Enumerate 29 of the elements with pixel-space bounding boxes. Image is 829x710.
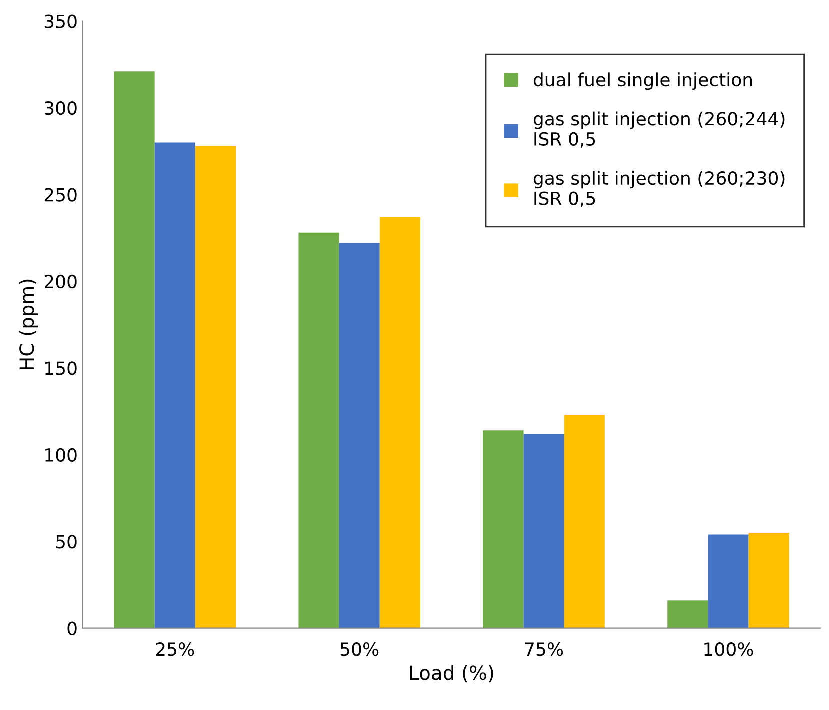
y-axis-title: HC (ppm) [19, 280, 38, 370]
y-tick-label: 200 [44, 274, 77, 289]
legend-label: gas split injection (260;244) ISR 0,5 [534, 112, 785, 148]
y-tick-label: 150 [46, 362, 77, 376]
bar [668, 600, 708, 628]
y-tick-label: 100 [46, 448, 77, 462]
bar [748, 532, 790, 628]
bar [564, 415, 605, 628]
bar [114, 72, 155, 628]
x-tick-label: 25% [156, 642, 194, 656]
y-tick-label: 0 [68, 622, 77, 636]
x-tick-label: 75% [525, 642, 564, 656]
y-tick-label: 250 [44, 188, 77, 202]
bar [483, 430, 524, 628]
x-tick-label: 100% [704, 642, 754, 656]
bar [380, 217, 420, 628]
bar [524, 434, 564, 628]
y-tick-label: 350 [44, 14, 77, 28]
bar [195, 146, 236, 628]
bar [154, 142, 196, 628]
bar [339, 243, 380, 628]
legend-label: dual fuel single injection [534, 72, 752, 90]
x-axis-title: Load (%) [410, 665, 494, 683]
bar [298, 232, 340, 628]
legend-label: gas split injection (260;230) ISR 0,5 [534, 171, 785, 208]
y-tick-label: 50 [56, 535, 77, 549]
y-tick-label: 300 [44, 101, 77, 116]
x-tick-label: 50% [340, 642, 379, 656]
bar [708, 534, 749, 628]
